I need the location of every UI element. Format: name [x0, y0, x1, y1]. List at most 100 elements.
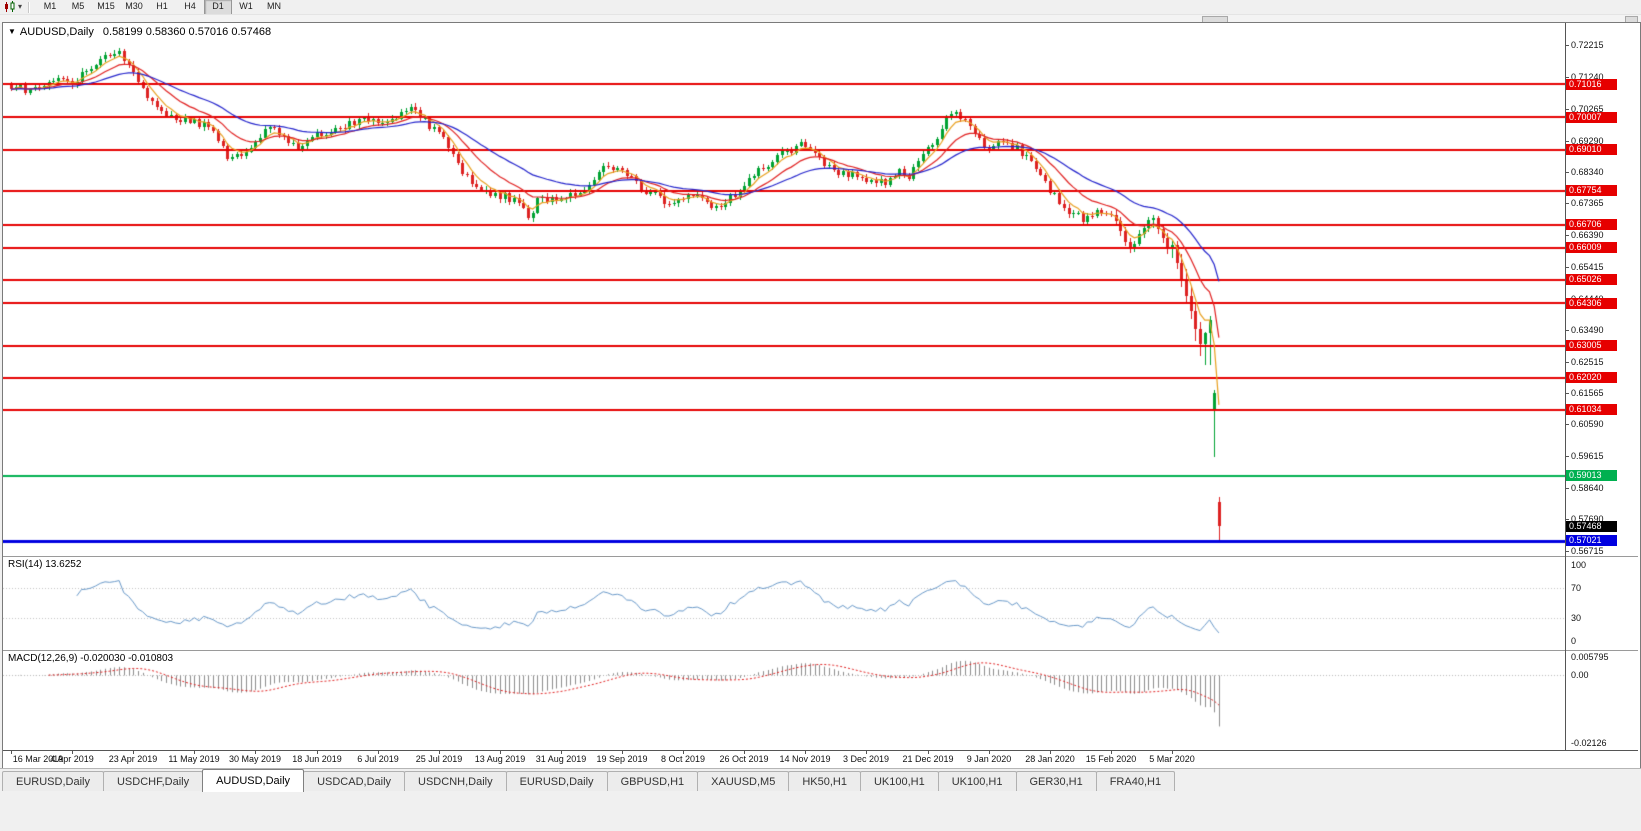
rsi-axis-label: 70	[1571, 583, 1582, 593]
price-line-tag-red: 0.69010	[1566, 144, 1617, 155]
status-bar	[0, 791, 1641, 831]
rsi-indicator-label: RSI(14) 13.6252	[8, 559, 82, 570]
price-axis-label: 0.68340	[1571, 167, 1604, 177]
timeframe-button-h1[interactable]: H1	[156, 1, 168, 11]
timeframe-button-m15[interactable]: M15	[97, 1, 115, 11]
price-axis-tickmark	[1565, 267, 1569, 268]
price-line-tag-red: 0.61034	[1566, 404, 1617, 415]
chart-tab-uk100-h1[interactable]: UK100,H1	[937, 771, 1017, 792]
timeframe-button-m30[interactable]: M30	[125, 1, 143, 11]
current-price-tag: 0.57468	[1566, 521, 1617, 532]
price-axis-label: 0.60590	[1571, 419, 1604, 429]
date-axis-label: 19 Sep 2019	[596, 754, 648, 764]
chart-symbol-label: AUDUSD,Daily	[19, 26, 94, 38]
chart-type-icon[interactable]	[3, 1, 17, 13]
date-axis-label: 30 May 2019	[228, 754, 282, 764]
chart-tab-eurusd-daily[interactable]: EURUSD,Daily	[505, 771, 608, 792]
date-axis-tickmark	[500, 750, 501, 754]
price-axis-tickmark	[1565, 362, 1569, 363]
date-axis-label: 3 Dec 2019	[842, 754, 890, 764]
timeframe-button-h4[interactable]: H4	[184, 1, 196, 11]
price-axis-tickmark	[1565, 393, 1569, 394]
rsi-axis-label: 100	[1571, 560, 1587, 570]
chart-tab-gbpusd-h1[interactable]: GBPUSD,H1	[606, 771, 699, 792]
price-line-tag-red: 0.65026	[1566, 274, 1617, 285]
collapse-triangle-icon[interactable]: ▼	[8, 27, 16, 36]
date-axis-label: 21 Dec 2019	[902, 754, 954, 764]
price-line-tag-red: 0.66009	[1566, 242, 1617, 253]
chart-tab-xauusd-m5[interactable]: XAUUSD,M5	[697, 771, 790, 792]
price-line-tag-red: 0.62020	[1566, 372, 1617, 383]
rsi-indicator-canvas[interactable]	[3, 557, 1565, 649]
pane-separator-rsi[interactable]	[3, 556, 1638, 557]
price-axis-tickmark	[1565, 424, 1569, 425]
date-axis-tickmark	[1172, 750, 1173, 754]
price-axis-label: 0.58640	[1571, 483, 1604, 493]
price-line-tag-red: 0.71016	[1566, 79, 1617, 90]
price-axis-label: 0.67365	[1571, 198, 1604, 208]
pane-separator-macd[interactable]	[3, 650, 1638, 651]
date-axis-tickmark	[133, 750, 134, 754]
date-axis-tickmark	[378, 750, 379, 754]
toolbar-separator	[28, 1, 31, 13]
chart-title: ▼ AUDUSD,Daily 0.58199 0.58360 0.57016 0.5…	[8, 26, 271, 38]
macd-indicator-canvas[interactable]	[3, 651, 1565, 749]
price-axis-label: 0.65415	[1571, 262, 1604, 272]
chart-tab-usdcnh-daily[interactable]: USDCNH,Daily	[404, 771, 507, 792]
timeframe-button-d1[interactable]: D1	[204, 0, 233, 15]
price-axis-label: 0.70265	[1571, 104, 1604, 114]
price-axis-tickmark	[1565, 488, 1569, 489]
date-axis-line	[3, 750, 1638, 751]
price-line-tag-red: 0.67754	[1566, 185, 1617, 196]
date-axis-label: 14 Nov 2019	[779, 754, 831, 764]
price-axis-label: 0.71240	[1571, 72, 1604, 82]
price-axis-tickmark	[1565, 77, 1569, 78]
price-chart-canvas[interactable]	[3, 23, 1565, 556]
chart-type-dropdown-icon[interactable]: ▾	[18, 2, 23, 11]
price-axis-tickmark	[1565, 235, 1569, 236]
chart-area: ▼ AUDUSD,Daily 0.58199 0.58360 0.57016 0.5…	[2, 22, 1641, 769]
chart-tab-eurusd-daily[interactable]: EURUSD,Daily	[2, 771, 104, 792]
chart-tab-usdchf-daily[interactable]: USDCHF,Daily	[102, 771, 204, 792]
price-axis-tickmark	[1565, 141, 1569, 142]
rsi-axis-label: 30	[1571, 613, 1582, 623]
timeframe-button-w1[interactable]: W1	[239, 1, 253, 11]
chart-tab-audusd-daily[interactable]: AUDUSD,Daily	[202, 769, 305, 792]
macd-axis-label: -0.02126	[1571, 738, 1607, 748]
timeframe-button-m5[interactable]: M5	[71, 1, 85, 11]
price-axis-label: 0.61565	[1571, 388, 1604, 398]
macd-axis-label: 0.00	[1571, 670, 1589, 680]
price-line-tag-red: 0.70007	[1566, 112, 1617, 123]
macd-axis-label: 0.005795	[1571, 652, 1609, 662]
price-axis-label: 0.59615	[1571, 451, 1604, 461]
date-axis-tickmark	[683, 750, 684, 754]
price-axis-tickmark	[1565, 172, 1569, 173]
date-axis-label: 15 Feb 2020	[1085, 754, 1137, 764]
date-axis-tickmark	[805, 750, 806, 754]
chart-tab-hk50-h1[interactable]: HK50,H1	[788, 771, 861, 792]
price-line-tag-red: 0.66706	[1566, 219, 1617, 230]
date-axis-label: 25 Jul 2019	[415, 754, 463, 764]
date-axis-tickmark	[11, 750, 12, 754]
date-axis-tickmark	[1050, 750, 1051, 754]
price-line-tag-blue: 0.57021	[1566, 535, 1617, 546]
price-axis-label: 0.69290	[1571, 136, 1604, 146]
timeframe-button-m1[interactable]: M1	[43, 1, 57, 11]
price-axis-tickmark	[1565, 203, 1569, 204]
chart-tab-ger30-h1[interactable]: GER30,H1	[1015, 771, 1097, 792]
price-axis-tickmark	[1565, 519, 1569, 520]
date-axis-label: 5 Mar 2020	[1149, 754, 1195, 764]
timeframe-button-mn[interactable]: MN	[267, 1, 282, 11]
price-line-tag-green: 0.59013	[1566, 470, 1617, 481]
date-axis-tickmark	[622, 750, 623, 754]
chart-tab-usdcad-daily[interactable]: USDCAD,Daily	[303, 771, 406, 792]
date-axis-label: 31 Aug 2019	[535, 754, 587, 764]
date-axis-tickmark	[317, 750, 318, 754]
date-axis-label: 11 May 2019	[168, 754, 220, 764]
chart-tab-fra40-h1[interactable]: FRA40,H1	[1095, 771, 1176, 792]
date-axis-label: 9 Jan 2020	[966, 754, 1012, 764]
date-axis-tickmark	[194, 750, 195, 754]
chart-tab-uk100-h1[interactable]: UK100,H1	[859, 771, 939, 792]
date-axis-tickmark	[72, 750, 73, 754]
